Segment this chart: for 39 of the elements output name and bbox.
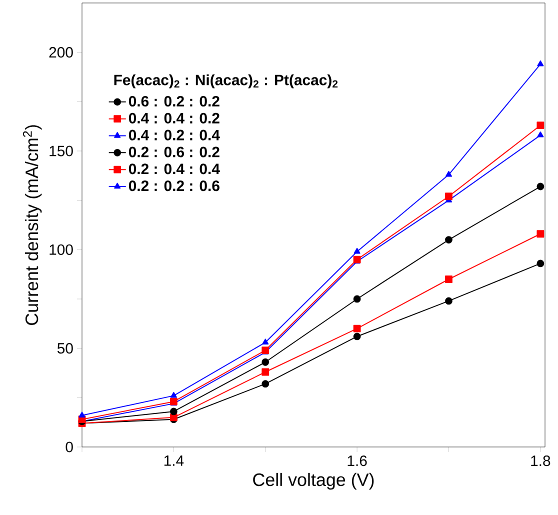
legend-label: 0.2 : 0.6 : 0.2 — [128, 146, 220, 158]
x-tick-label: 1.6 — [348, 456, 367, 466]
point — [353, 295, 361, 303]
y-tick-label: 150 — [50, 146, 73, 156]
legend-label: 0.4 : 0.4 : 0.2 — [128, 112, 220, 124]
y-tick-label: 100 — [50, 244, 73, 255]
y-tick-label: 50 — [57, 343, 73, 354]
legend-label: 0.6 : 0.2 : 0.2 — [128, 96, 220, 107]
point — [262, 368, 270, 376]
point — [536, 230, 544, 238]
legend-label: 0.4 : 0.2 : 0.4 — [128, 130, 220, 140]
x-axis-title: Cell voltage (V) — [253, 472, 374, 490]
point — [536, 182, 544, 190]
y-axis-title: Current density (mA/cm$^{2}$) — [22, 125, 42, 325]
y-tick-label: 200 — [49, 47, 73, 58]
point — [536, 260, 544, 268]
point — [445, 236, 452, 244]
point — [445, 170, 452, 177]
y-tick-label: 0 — [66, 442, 73, 452]
point — [537, 132, 544, 138]
x-tick-label: 1.4 — [164, 456, 184, 466]
point — [445, 297, 452, 305]
legend-label: 0.2 : 0.2 : 0.6 — [128, 180, 220, 192]
point — [445, 192, 452, 200]
point — [536, 122, 544, 130]
point — [353, 324, 361, 332]
point — [170, 392, 177, 398]
point — [262, 380, 270, 388]
legend-title: Fe(acac)$_{2}$ : Ni(acac)$_{2}$ : Pt(acac)$_{2}$ — [114, 74, 338, 88]
point — [262, 358, 270, 366]
legend-label: 0.2 : 0.4 : 0.4 — [128, 164, 220, 174]
x-tick-label: 1.8 — [531, 456, 550, 466]
point — [353, 332, 361, 340]
point — [445, 276, 452, 283]
point — [537, 60, 544, 66]
point — [262, 338, 269, 344]
point — [78, 412, 86, 418]
point — [170, 408, 178, 416]
point — [354, 248, 360, 254]
